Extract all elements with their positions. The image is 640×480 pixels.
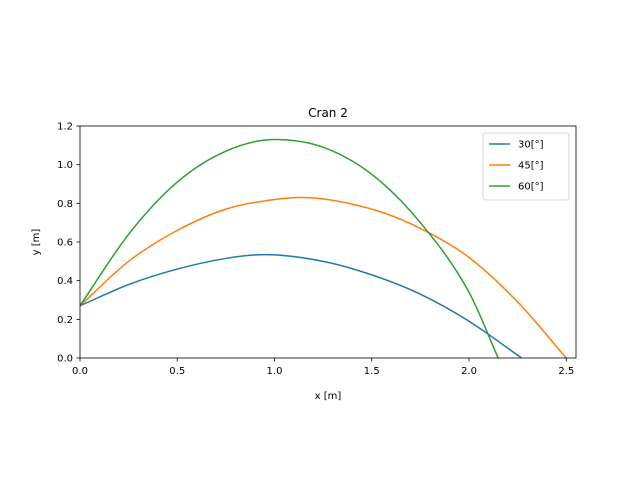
legend: 30[°] 45[°] 60[°] — [482, 132, 570, 201]
series-line-1 — [80, 196, 567, 358]
x-tick-label: 0.5 — [169, 366, 185, 377]
x-tick-label: 2.0 — [461, 366, 477, 377]
y-tick-label: 0.6 — [57, 238, 73, 249]
legend-box — [482, 132, 570, 201]
x-tick-label: 2.5 — [558, 366, 574, 377]
legend-label-2: 60[°] — [518, 182, 544, 193]
y-axis: 0.0 0.2 0.4 0.6 0.8 1.0 1.2 — [57, 122, 80, 365]
y-tick-label: 0.8 — [57, 199, 73, 210]
x-axis: 0.0 0.5 1.0 1.5 2.0 2.5 — [72, 358, 574, 377]
series-line-0 — [80, 253, 522, 358]
x-tick-label: 0.0 — [72, 366, 88, 377]
chart-title: Cran 2 — [308, 106, 348, 120]
x-tick-label: 1.5 — [364, 366, 380, 377]
y-tick-label: 1.2 — [57, 122, 73, 133]
legend-label-0: 30[°] — [518, 140, 544, 151]
x-tick-label: 1.0 — [267, 366, 283, 377]
y-axis-label: y [m] — [31, 229, 42, 256]
series-line-2 — [80, 138, 499, 358]
series-layer — [80, 138, 567, 358]
y-tick-label: 0.0 — [57, 354, 73, 365]
x-axis-label: x [m] — [315, 391, 342, 402]
legend-label-1: 45[°] — [518, 161, 544, 172]
y-tick-label: 0.4 — [57, 276, 73, 287]
y-tick-label: 0.2 — [57, 315, 73, 326]
y-tick-label: 1.0 — [57, 160, 73, 171]
